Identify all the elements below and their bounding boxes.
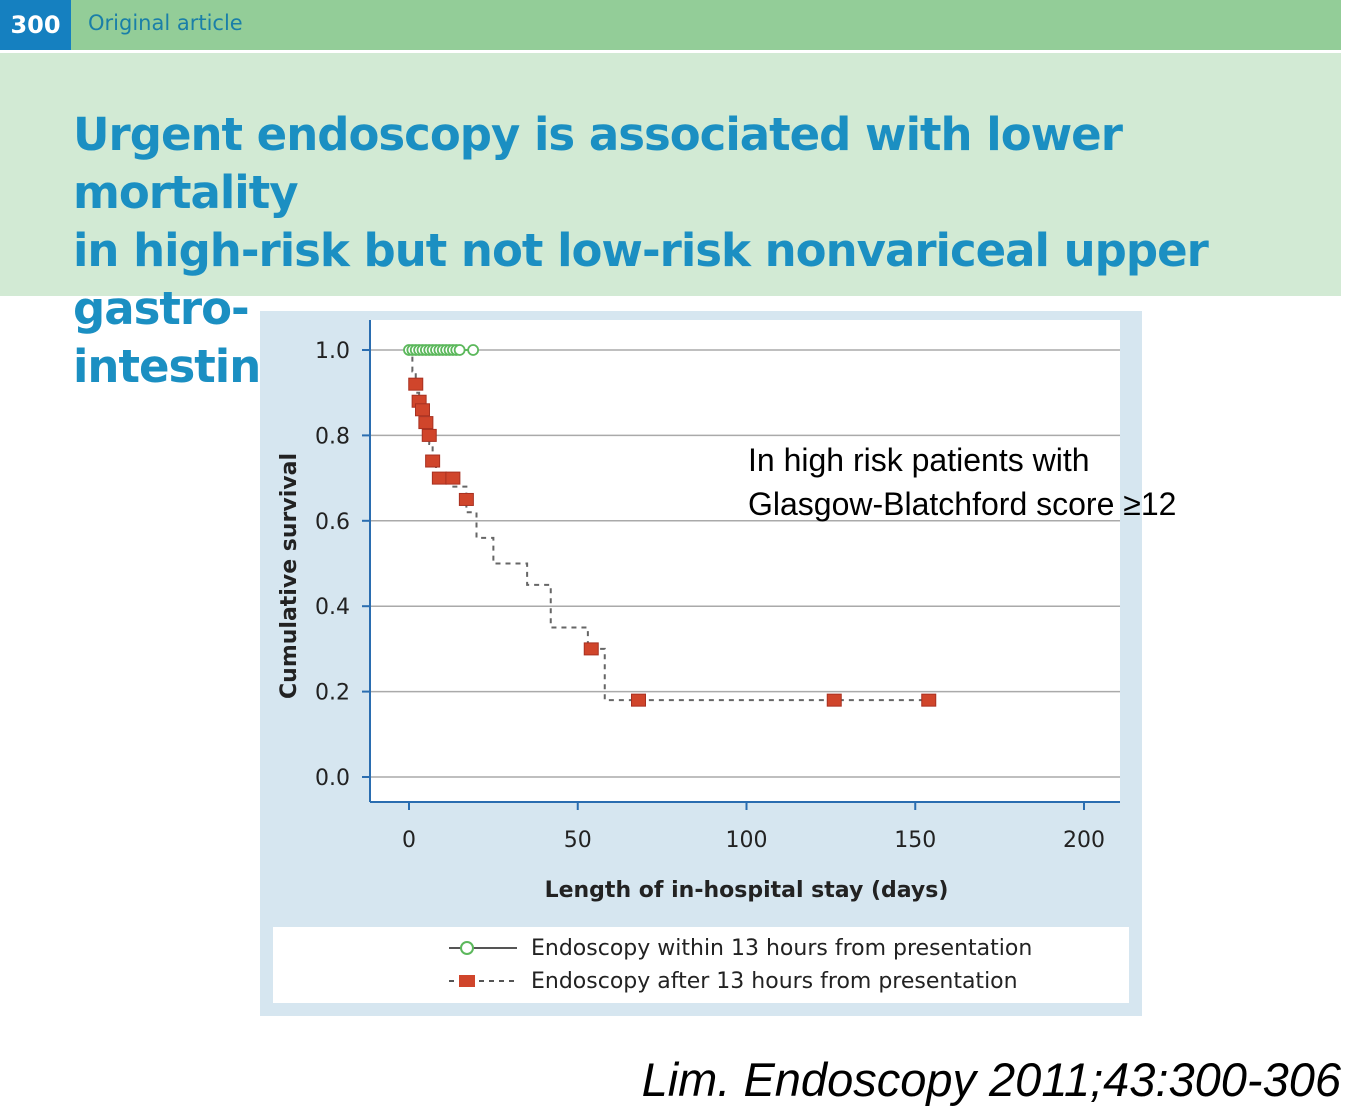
- legend: Endoscopy within 13 hours from presentat…: [273, 927, 1129, 1003]
- x-tick-label: 0: [402, 828, 416, 853]
- series-layer: [403, 344, 937, 707]
- y-tick-label: 0.8: [315, 424, 350, 449]
- late-series-marker: [431, 471, 447, 485]
- annotation-line: In high risk patients with: [748, 442, 1090, 478]
- x-tick-label: 200: [1063, 828, 1105, 853]
- y-tick-label: 0.0: [315, 766, 350, 791]
- axes: [362, 320, 1120, 810]
- annotation: In high risk patients with Glasgow-Blatc…: [748, 438, 1176, 526]
- late-series-marker: [425, 454, 441, 468]
- late-series-marker: [921, 693, 937, 707]
- title-line: Urgent endoscopy is associated with lowe…: [73, 108, 1123, 219]
- y-tick-label: 1.0: [315, 339, 350, 364]
- y-tick-label: 0.4: [315, 595, 350, 620]
- late-series-marker: [826, 693, 842, 707]
- late-series-marker: [445, 471, 461, 485]
- title-panel: [0, 53, 1341, 296]
- x-tick-label: 50: [564, 828, 592, 853]
- legend-item-late: Endoscopy after 13 hours from presentati…: [447, 966, 1018, 996]
- legend-label: Endoscopy after 13 hours from presentati…: [531, 968, 1018, 994]
- grid-lines: [370, 349, 1120, 778]
- late-series-marker: [583, 642, 599, 656]
- early-series-marker: [453, 344, 466, 356]
- legend-item-early: Endoscopy within 13 hours from presentat…: [447, 933, 1032, 963]
- header-bar: [0, 0, 1341, 50]
- legend-marker: [459, 975, 475, 987]
- legend-swatch-late: [449, 975, 517, 987]
- y-axis-label: Cumulative survival: [277, 453, 302, 699]
- late-series-marker: [631, 693, 646, 707]
- citation: Lim. Endoscopy 2011;43:300-306: [641, 1053, 1341, 1106]
- y-tick-label: 0.6: [315, 510, 350, 535]
- legend-swatch-early: [449, 941, 517, 955]
- late-series-marker: [458, 492, 474, 506]
- legend-marker: [460, 941, 474, 955]
- page-number: 300: [0, 0, 71, 50]
- late-series-marker: [415, 403, 430, 417]
- y-tick-label: 0.2: [315, 681, 350, 706]
- x-tick-label: 150: [894, 828, 936, 853]
- section-label: Original article: [88, 11, 243, 35]
- axis-labels: 0.0 0.2 0.4 0.6 0.8 1.0 0 50 100 150 200 Length of …: [277, 339, 1105, 903]
- plot-area: [370, 320, 1120, 802]
- x-tick-label: 100: [726, 828, 768, 853]
- title-line: in high-risk but not low-risk nonvaricea…: [73, 224, 1209, 335]
- x-axis-label: Length of in-hospital stay (days): [545, 878, 949, 903]
- early-series-marker: [467, 344, 480, 356]
- annotation-line: Glasgow-Blatchford score ≥12: [748, 486, 1177, 522]
- late-series-marker: [421, 428, 437, 442]
- late-series-marker: [418, 416, 434, 430]
- legend-label: Endoscopy within 13 hours from presentat…: [531, 935, 1033, 961]
- late-series-marker: [408, 377, 424, 391]
